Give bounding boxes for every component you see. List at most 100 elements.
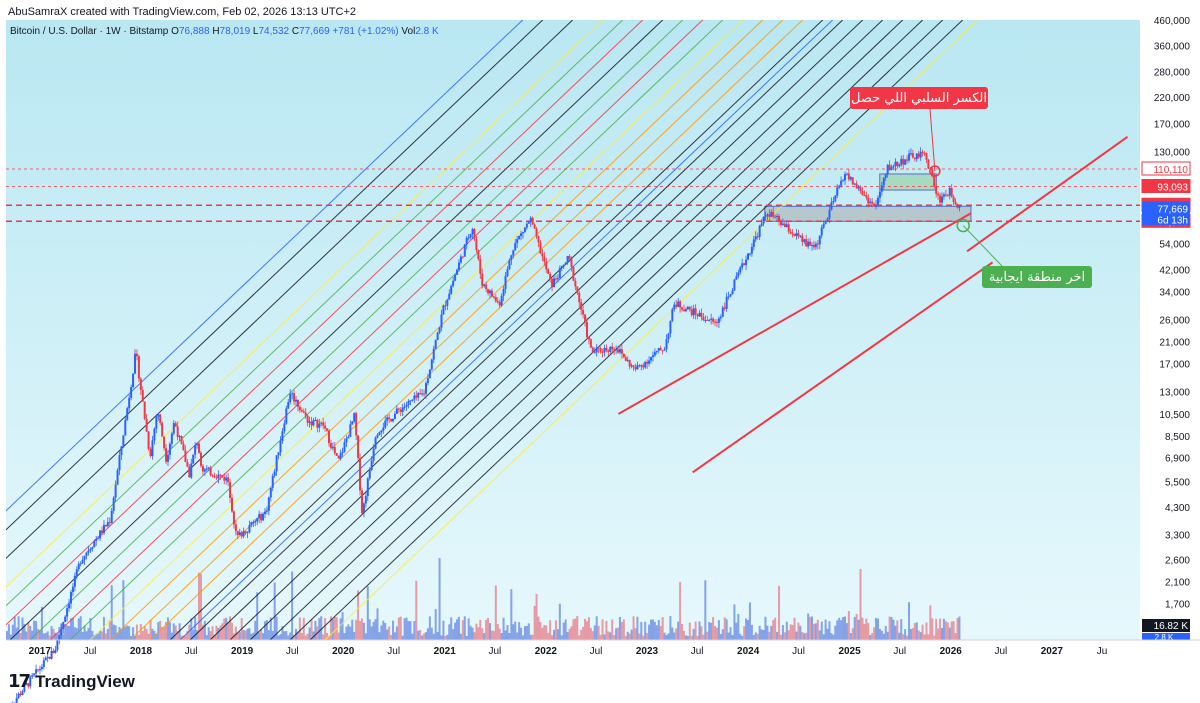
time-tick-label: Jul bbox=[387, 646, 400, 657]
candle-down bbox=[797, 233, 800, 237]
candle-up bbox=[665, 339, 668, 350]
candle-up bbox=[564, 262, 567, 265]
candle-up bbox=[267, 497, 270, 511]
bar-countdown-label: 6d 13h bbox=[1157, 215, 1188, 226]
volume-bar bbox=[194, 616, 197, 640]
volume-bar bbox=[97, 633, 100, 640]
candle-down bbox=[184, 450, 187, 463]
candle-up bbox=[886, 164, 889, 174]
candle-up bbox=[745, 259, 748, 266]
volume-bar bbox=[640, 621, 643, 640]
volume-bar bbox=[106, 628, 109, 640]
candle-down bbox=[236, 531, 239, 536]
candle-down bbox=[772, 211, 775, 217]
candle-up bbox=[904, 159, 907, 165]
volume-bar bbox=[776, 632, 779, 640]
volume-bar bbox=[655, 625, 658, 640]
candle-down bbox=[847, 173, 850, 180]
candle-up bbox=[417, 393, 420, 398]
candle-up bbox=[153, 428, 156, 441]
candle-down bbox=[300, 410, 303, 412]
candle-up bbox=[384, 420, 387, 428]
candle-down bbox=[681, 307, 684, 310]
candle-down bbox=[537, 236, 540, 243]
candle-down bbox=[888, 164, 891, 170]
candle-down bbox=[101, 530, 104, 533]
price-axis[interactable]: 460,000 360,000 280,000 220,000 170,000 130,0… bbox=[1141, 16, 1191, 642]
volume-bar bbox=[851, 628, 854, 640]
tradingview-logo[interactable]: 17 TradingView bbox=[8, 671, 135, 692]
candle-up bbox=[750, 246, 753, 254]
price-tick-label: 42,000 bbox=[1159, 265, 1190, 276]
volume-bar bbox=[225, 617, 228, 640]
candle-up bbox=[77, 563, 80, 570]
candle-down bbox=[954, 201, 957, 205]
candle-up bbox=[166, 454, 169, 462]
candle-down bbox=[688, 306, 691, 310]
volume-bar bbox=[89, 618, 92, 640]
annotation-box bbox=[850, 87, 988, 109]
volume-bar bbox=[112, 624, 115, 640]
candle-down bbox=[223, 477, 226, 481]
price-zone bbox=[879, 173, 937, 191]
candle-up bbox=[442, 305, 445, 315]
candle-up bbox=[942, 194, 945, 197]
volume-bar bbox=[79, 616, 82, 640]
volume-bar bbox=[281, 626, 284, 640]
candle-up bbox=[446, 299, 449, 306]
volume-bar bbox=[17, 616, 20, 640]
volume-bar bbox=[54, 632, 57, 640]
candle-up bbox=[426, 378, 429, 384]
volume-bar bbox=[73, 627, 76, 640]
volume-bar bbox=[366, 586, 369, 640]
volume-bar bbox=[229, 616, 232, 640]
volume-bar bbox=[671, 627, 674, 640]
volume-bar bbox=[591, 631, 594, 640]
volume-bar bbox=[648, 624, 651, 640]
volume-bar bbox=[407, 621, 410, 640]
price-level-tag bbox=[1141, 179, 1191, 194]
symbol-label[interactable]: Bitcoin / U.S. Dollar · 1W · Bitstamp bbox=[10, 26, 169, 37]
volume-bar bbox=[690, 635, 693, 640]
current-price-tag[interactable] bbox=[1142, 201, 1190, 226]
volume-bar bbox=[205, 635, 208, 640]
volume-bar bbox=[518, 622, 521, 640]
volume-bar bbox=[384, 623, 387, 640]
candle-down bbox=[715, 321, 718, 323]
volume-bar bbox=[915, 622, 918, 640]
candle-up bbox=[190, 463, 193, 478]
volume-bar bbox=[403, 618, 406, 640]
candle-up bbox=[459, 256, 462, 263]
candle-up bbox=[615, 349, 618, 351]
volume-bar bbox=[923, 634, 926, 640]
volume-bar bbox=[302, 617, 305, 640]
volume-bar bbox=[760, 629, 763, 640]
volume-bar bbox=[779, 634, 782, 640]
plot-area[interactable] bbox=[6, 0, 1200, 660]
candle-down bbox=[661, 350, 664, 352]
volume-bar bbox=[607, 631, 610, 640]
candle-up bbox=[411, 399, 414, 401]
candle-down bbox=[789, 231, 792, 234]
candle-down bbox=[475, 239, 478, 251]
volume-bar bbox=[267, 630, 270, 640]
volume-bar bbox=[479, 619, 482, 640]
volume-bar bbox=[411, 633, 414, 640]
candle-up bbox=[362, 503, 365, 514]
trendline bbox=[966, 135, 1129, 253]
candle-up bbox=[760, 223, 763, 226]
candle-down bbox=[925, 153, 928, 160]
volume-bar bbox=[770, 626, 773, 640]
candle-down bbox=[473, 229, 476, 240]
volume-bar bbox=[919, 632, 922, 640]
volume-bar bbox=[682, 630, 685, 640]
candle-up bbox=[562, 264, 565, 267]
candle-up bbox=[79, 563, 82, 565]
volume-bar bbox=[875, 617, 878, 640]
candle-up bbox=[393, 413, 396, 419]
time-axis[interactable]: 2017 Jul 2018 Jul 2019 Jul 2020 Jul 2021 Jul 2022 J… bbox=[6, 639, 1200, 657]
price-tick-label: 3,300 bbox=[1165, 531, 1190, 542]
candle-up bbox=[822, 224, 825, 228]
volume-bar bbox=[91, 630, 94, 640]
